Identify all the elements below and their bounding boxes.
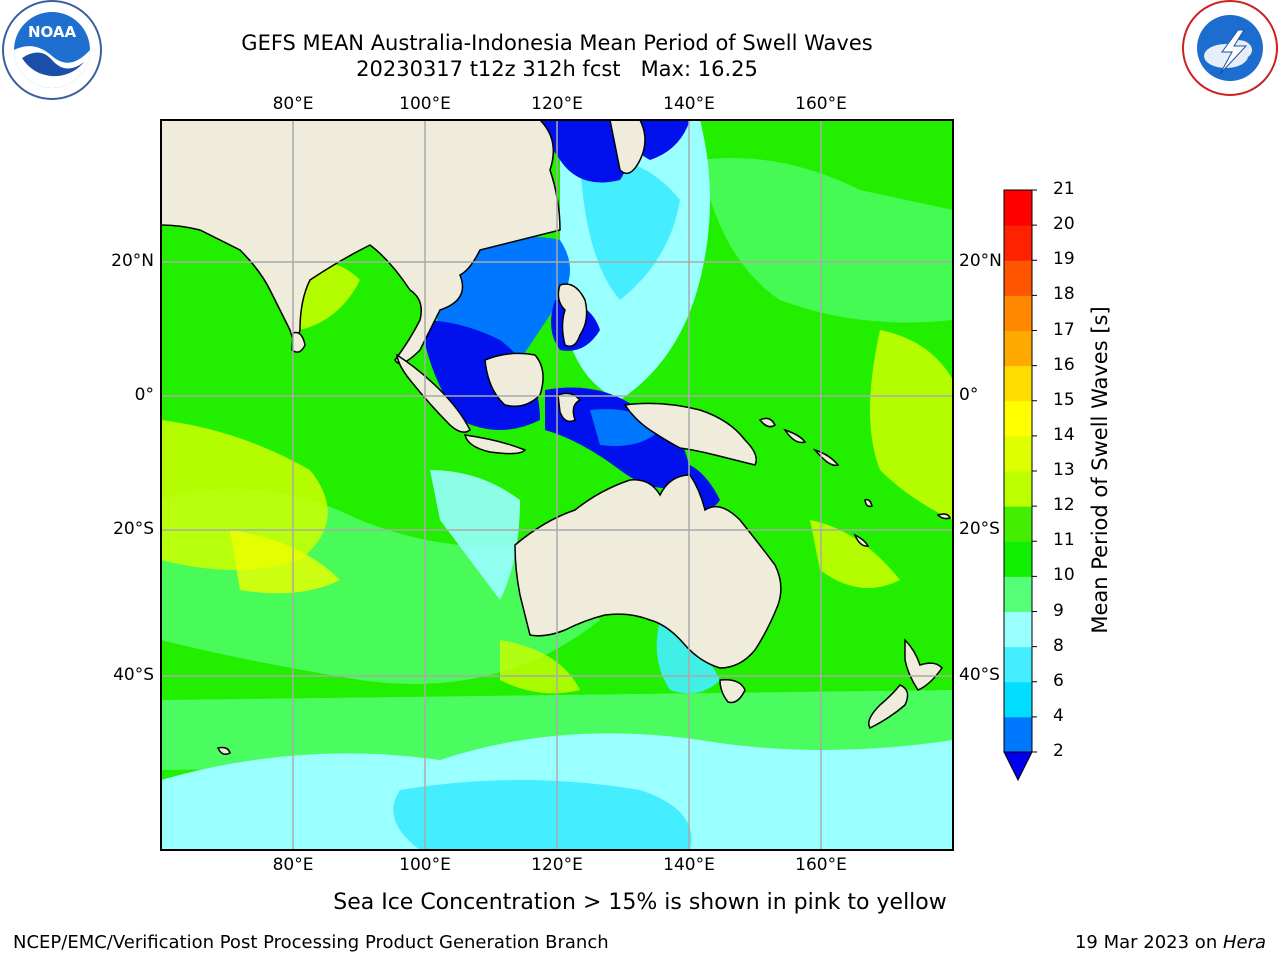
colorbar-tick-label: 12 (1053, 495, 1075, 516)
lat-tick-right: 0° (959, 385, 979, 405)
colorbar-segment (1004, 330, 1032, 367)
colorbar-segment (1004, 576, 1032, 612)
colorbar-segment (1004, 681, 1032, 718)
colorbar-segment (1004, 716, 1032, 753)
colorbar-tick-label: 2 (1053, 741, 1064, 761)
lat-tick-right: 20°S (959, 519, 1000, 539)
colorbar-tick-label: 8 (1053, 635, 1064, 656)
lat-tick-left: 0° (134, 385, 154, 405)
colorbar-tick-label: 18 (1053, 284, 1075, 305)
sea-ice-note: Sea Ice Concentration > 15% is shown in … (333, 890, 947, 915)
colorbar-tick-label: 13 (1053, 460, 1075, 480)
colorbar-tick-label: 21 (1053, 179, 1075, 199)
lon-tick-top: 160°E (795, 94, 847, 114)
map-subtitle: 20230317 t12z 312h fcst Max: 16.25 (356, 57, 758, 81)
lat-tick-left: 40°S (113, 665, 154, 685)
lat-tick-right: 40°S (959, 665, 1000, 685)
colorbar-title: Mean Period of Swell Waves [s] (1088, 306, 1112, 634)
colorbar-tick-label: 17 (1053, 319, 1075, 340)
colorbar-segment (1004, 506, 1032, 542)
colorbar-segment (1004, 400, 1032, 437)
lon-tick-bottom: 80°E (272, 855, 314, 875)
lon-tick-bottom: 120°E (531, 855, 583, 875)
lat-tick-left: 20°S (113, 519, 154, 539)
colorbar-tick-label: 20 (1053, 214, 1075, 235)
lon-tick-top: 100°E (399, 94, 451, 114)
colorbar-tick-label: 14 (1053, 424, 1075, 445)
colorbar-segment (1004, 295, 1032, 331)
footer-host: Hera (1222, 932, 1266, 953)
lon-tick-top: 120°E (531, 94, 583, 114)
colorbar-tick-label: 10 (1053, 565, 1075, 586)
colorbar-tick-label: 9 (1053, 600, 1064, 621)
lon-tick-top: 80°E (272, 94, 314, 114)
colorbar-segment (1004, 260, 1032, 296)
colorbar-segment (1004, 435, 1032, 472)
colorbar-segment (1004, 471, 1032, 507)
footer-credit: NCEP/EMC/Verification Post Processing Pr… (13, 932, 609, 953)
colorbar-segment (1004, 611, 1032, 648)
footer-date: 19 Mar 2023 on Hera (1075, 932, 1266, 953)
footer-date-text: 19 Mar 2023 on (1074, 932, 1223, 953)
lon-tick-bottom: 140°E (663, 855, 715, 875)
colorbar-segment (1004, 225, 1032, 261)
colorbar-tick-label: 15 (1053, 389, 1075, 410)
lat-tick-left: 20°N (111, 251, 154, 271)
lon-tick-bottom: 160°E (795, 855, 847, 875)
colorbar-tick-label: 19 (1053, 249, 1075, 270)
lat-tick-right: 20°N (959, 251, 1002, 271)
colorbar-extend-triangle (1003, 751, 1033, 782)
colorbar-tick-label: 4 (1053, 705, 1064, 726)
lon-tick-top: 140°E (663, 94, 715, 114)
colorbar-segment (1004, 190, 1032, 226)
colorbar-tick-label: 6 (1053, 670, 1064, 691)
colorbar-segment (1004, 646, 1032, 683)
colorbar-tick-label: 11 (1053, 530, 1075, 551)
colorbar-tick-label: 16 (1053, 354, 1075, 375)
lon-tick-bottom: 100°E (399, 855, 451, 875)
colorbar-segment (1004, 541, 1032, 577)
map-title: GEFS MEAN Australia-Indonesia Mean Perio… (241, 31, 873, 55)
colorbar-segment (1004, 365, 1032, 402)
